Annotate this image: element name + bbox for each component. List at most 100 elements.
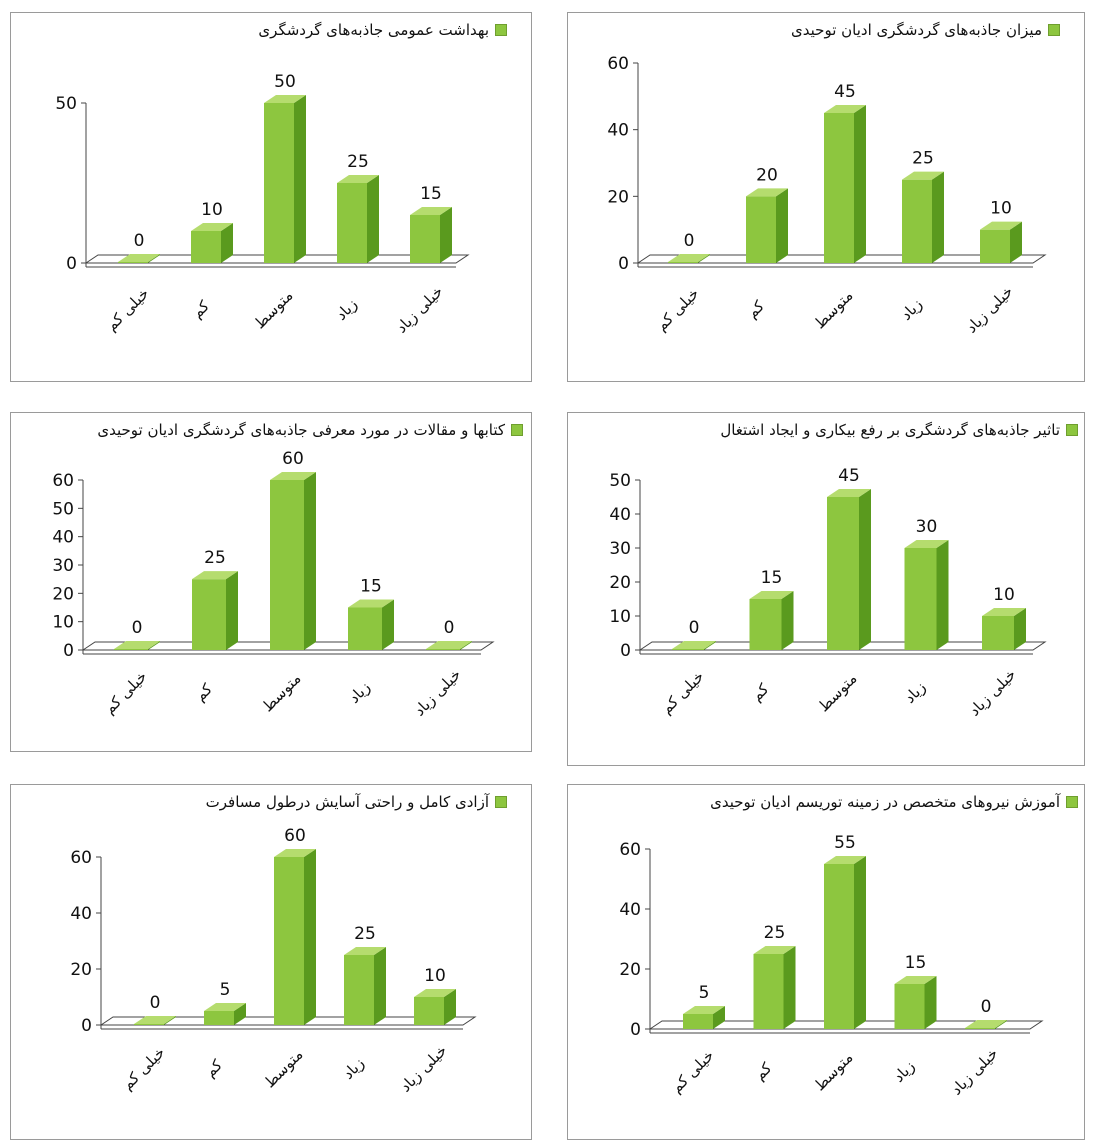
- y-tick-label: 20: [52, 584, 74, 604]
- bar-front: [270, 480, 304, 650]
- bar-front: [114, 649, 148, 650]
- bar-top: [134, 1016, 176, 1024]
- bar: [270, 472, 316, 650]
- chart-panel-4: 0 10 20 30 40 50 0 خیلی کم 15 کم 45 متوسط 30 زیاد 10 خی…: [567, 412, 1085, 766]
- bar-front: [348, 607, 382, 650]
- bar: [672, 641, 716, 650]
- bar: [114, 641, 160, 650]
- category-label: خیلی زیاد: [410, 665, 464, 719]
- data-label: 0: [132, 618, 143, 638]
- data-label: 0: [150, 993, 161, 1013]
- bar-front: [426, 649, 460, 650]
- category-label: متوسط: [258, 669, 304, 715]
- bar: [965, 1020, 1007, 1029]
- bar: [204, 1003, 246, 1025]
- bar-front: [264, 103, 294, 263]
- category-label: متوسط: [810, 1048, 856, 1094]
- chart-panel-5: 0 20 40 60 0 خیلی کم 5 کم 60 متوسط 25 زیاد 10 خیلی زی…: [10, 784, 532, 1140]
- bar: [824, 105, 866, 263]
- bar-side: [713, 1006, 725, 1029]
- bar-top: [753, 946, 796, 954]
- data-label: 5: [699, 983, 710, 1003]
- bar: [980, 221, 1022, 263]
- y-tick-label: 40: [70, 904, 92, 924]
- legend-swatch: [511, 424, 523, 436]
- data-label: 50: [274, 72, 296, 92]
- y-tick-label: 0: [630, 1020, 641, 1040]
- category-label: متوسط: [810, 286, 856, 332]
- bar-side: [704, 641, 716, 650]
- bar-side: [936, 540, 949, 650]
- bar-top: [982, 608, 1026, 616]
- bar-side: [294, 95, 306, 263]
- legend-label: میزان جاذبه‌های گردشگری ادیان توحیدی: [791, 21, 1042, 39]
- bar: [824, 856, 866, 1029]
- bar-front: [672, 649, 704, 650]
- y-tick-label: 60: [70, 848, 92, 868]
- bar: [753, 946, 796, 1029]
- category-label: متوسط: [260, 1045, 306, 1091]
- bar-front: [980, 229, 1010, 263]
- chart-legend: میزان جاذبه‌های گردشگری ادیان توحیدی: [791, 19, 1060, 41]
- bar-top: [274, 849, 316, 857]
- y-tick-label: 30: [52, 556, 74, 576]
- bar-side: [440, 207, 452, 263]
- y-tick-label: 10: [52, 613, 74, 633]
- bar-top: [827, 489, 871, 497]
- bar: [337, 175, 379, 263]
- category-label: متوسط: [250, 286, 296, 332]
- legend-swatch: [495, 796, 507, 808]
- data-label: 25: [764, 923, 786, 943]
- category-label: زیاد: [890, 1057, 919, 1086]
- category-label: خیلی زیاد: [396, 1041, 450, 1095]
- data-label: 10: [990, 199, 1012, 219]
- bar: [118, 254, 160, 263]
- bar: [348, 599, 394, 650]
- y-tick-label: 50: [609, 471, 631, 491]
- bar-side: [304, 849, 316, 1025]
- data-label: 25: [912, 149, 934, 169]
- data-label: 45: [838, 466, 860, 486]
- bar: [904, 540, 949, 650]
- bar-side: [781, 591, 794, 650]
- bar-front: [337, 183, 367, 263]
- bar-side: [148, 641, 160, 650]
- y-tick-label: 50: [52, 499, 74, 519]
- legend-swatch: [1066, 424, 1078, 436]
- data-label: 15: [761, 568, 783, 588]
- bar-top: [414, 989, 456, 997]
- bar-side: [1014, 608, 1026, 650]
- y-tick-label: 40: [619, 900, 641, 920]
- chart-svg: 0 20 40 60 5 خیلی کم 25 کم 55 متوسط 15 زیاد 0 خیلی زی…: [619, 833, 1044, 1099]
- bar-front: [191, 231, 221, 263]
- bar-side: [444, 989, 456, 1025]
- bar-top: [894, 976, 937, 984]
- data-label: 0: [134, 231, 145, 251]
- category-label: خیلی زیاد: [962, 282, 1016, 336]
- data-label: 60: [282, 449, 304, 469]
- data-label: 25: [347, 152, 369, 172]
- data-label: 20: [756, 165, 778, 185]
- bar: [134, 1016, 176, 1025]
- bar-top: [337, 175, 379, 183]
- bar-top: [683, 1006, 725, 1014]
- bar-top: [668, 254, 710, 262]
- data-label: 60: [284, 826, 306, 846]
- bar-top: [264, 95, 306, 103]
- legend-label: بهداشت عمومی جاذبه‌های گردشگری: [258, 21, 489, 39]
- bar-front: [410, 215, 440, 263]
- bar-front: [753, 954, 784, 1029]
- data-label: 0: [684, 231, 695, 251]
- bar-top: [426, 641, 472, 649]
- bar-front: [192, 579, 226, 650]
- floor-plate: [638, 641, 1047, 651]
- category-label: زیاد: [901, 678, 930, 707]
- category-label: خیلی کم: [118, 1043, 168, 1093]
- category-label: خیلی کم: [102, 284, 152, 334]
- bar-front: [965, 1028, 995, 1029]
- chart-panel-6: 0 20 40 60 5 خیلی کم 25 کم 55 متوسط 15 زیاد 0 خیلی زی…: [567, 784, 1085, 1140]
- category-label: خیلی کم: [667, 1046, 717, 1096]
- chart-svg: 0 10 20 30 40 50 0 خیلی کم 15 کم 45 متوسط 30 زیاد 10 خی…: [609, 466, 1047, 720]
- chart-panel-2: 0 20 40 60 0 خیلی کم 20 کم 45 متوسط 25 زیاد 10 خیلی ز…: [567, 12, 1085, 382]
- bar-front: [982, 616, 1014, 650]
